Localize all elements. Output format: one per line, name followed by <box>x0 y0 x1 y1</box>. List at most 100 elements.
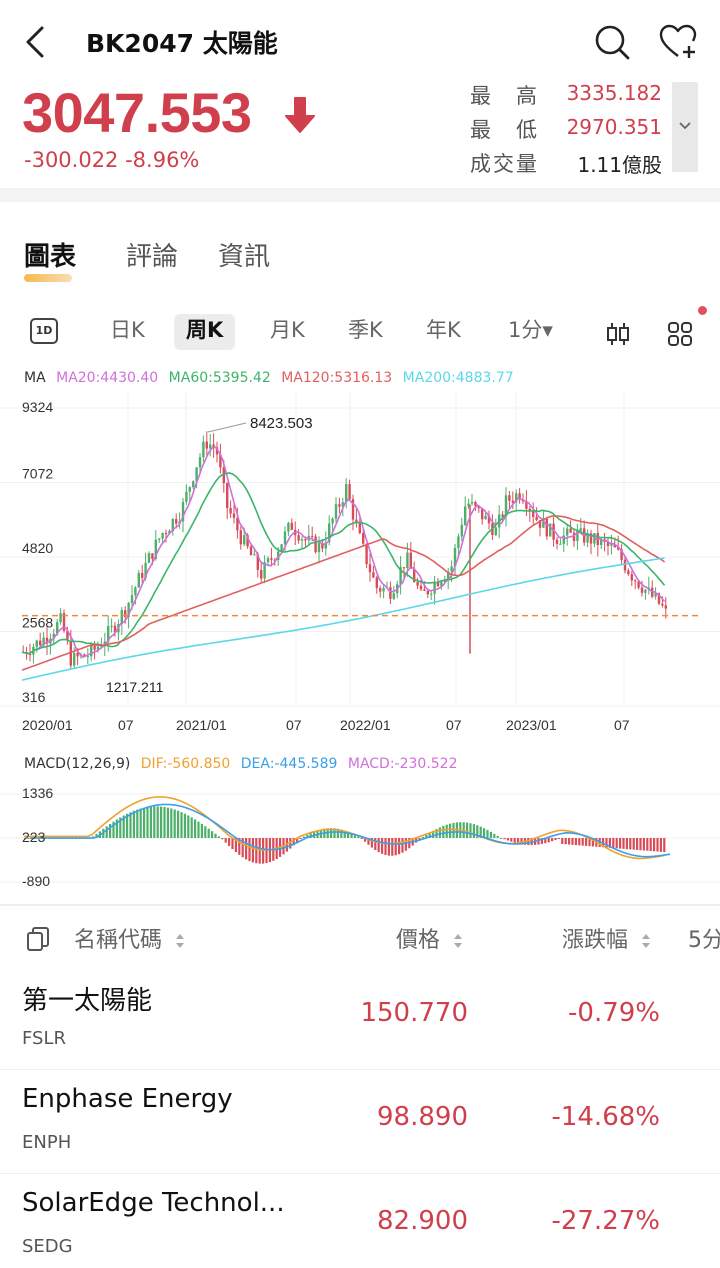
ma120-line <box>21 515 666 671</box>
sort-by-5min[interactable]: 5分 <box>688 928 720 953</box>
period-minute-dropdown[interactable]: 1分▾ <box>508 318 553 342</box>
period-year[interactable]: 年K <box>426 318 461 342</box>
grid-menu-icon[interactable] <box>666 320 694 348</box>
candle-body <box>379 588 382 592</box>
macd-bar <box>608 838 611 848</box>
stock-name: Enphase Energy <box>22 1084 233 1114</box>
candle-body <box>59 613 62 623</box>
candle-body <box>137 572 140 588</box>
candle-body <box>236 517 239 531</box>
intraday-1d-icon[interactable]: 1D <box>30 318 58 344</box>
macd-bar <box>292 838 295 846</box>
candle-body <box>453 547 457 567</box>
macd-bar <box>479 826 482 838</box>
macd-bar <box>404 838 407 851</box>
quote-stats: 最 高 3335.182 最 低 2970.351 成交量 1.11億股 <box>470 78 670 180</box>
list-item[interactable]: 第一太陽能 FSLR 150.770 -0.79% <box>0 966 720 1070</box>
period-month[interactable]: 月K <box>270 318 305 342</box>
sort-by-change[interactable]: 漲跌幅 <box>562 922 651 954</box>
candle-body <box>416 581 419 586</box>
macd-bar <box>649 838 652 852</box>
section-divider <box>0 904 720 906</box>
candle-body <box>66 630 69 641</box>
candle-body <box>297 535 300 541</box>
macd-bar <box>228 838 231 846</box>
macd-bar <box>540 838 543 845</box>
expand-stats-button[interactable] <box>672 82 698 172</box>
candle-body <box>589 533 593 544</box>
candle-body <box>266 558 270 563</box>
candle-body <box>484 515 487 520</box>
macd-bar <box>612 838 615 849</box>
macd-bar <box>469 823 472 838</box>
period-day[interactable]: 日K <box>110 318 145 342</box>
candle-body <box>28 653 32 655</box>
macd-bar <box>146 807 149 838</box>
candle-body <box>232 513 236 518</box>
candle-body <box>127 602 130 617</box>
list-item[interactable]: SolarEdge Technol... SEDG 82.900 -27.27% <box>0 1174 720 1268</box>
macd-bar <box>452 822 455 838</box>
notification-dot <box>698 306 707 315</box>
macd-bar <box>194 819 197 838</box>
sort-by-price[interactable]: 價格 <box>396 922 463 954</box>
page-title: BK2047 太陽能 <box>86 29 278 58</box>
candlestick-chart[interactable]: 9324 7072 4820 2568 316 2020/01 07 2021/01 07 202… <box>0 392 720 742</box>
stat-low: 最 低 2970.351 <box>470 112 670 146</box>
macd-bar <box>336 828 339 838</box>
add-favorite-heart-icon[interactable] <box>658 22 698 62</box>
stock-name: 第一太陽能 <box>22 986 153 1016</box>
macd-bar <box>605 838 608 848</box>
candle-body <box>552 523 555 540</box>
candle-body <box>651 587 654 597</box>
macd-bar <box>299 838 302 839</box>
back-arrow-icon[interactable] <box>18 22 54 62</box>
candle-body <box>171 519 174 532</box>
sort-by-name[interactable]: 名稱代碼 <box>74 922 185 954</box>
candle-body <box>209 444 212 449</box>
y-tick-label: 316 <box>22 689 46 705</box>
stat-label: 最 高 <box>470 84 539 108</box>
candle-body <box>314 536 317 553</box>
tab-comments[interactable]: 評論 <box>126 242 179 272</box>
candle-body <box>222 467 225 484</box>
macd-legend: MACD(12,26,9) DIF:-560.850 DEA:-445.589 … <box>24 756 464 772</box>
macd-bar <box>115 819 118 838</box>
macd-bar <box>646 838 649 851</box>
macd-bar <box>248 838 251 862</box>
candle-body <box>280 544 283 552</box>
candle-body <box>212 444 215 448</box>
candle-body <box>606 541 610 546</box>
ma20-value: MA20:4430.40 <box>56 370 159 386</box>
macd-bar <box>214 833 217 838</box>
tab-chart[interactable]: 圖表 <box>24 242 77 272</box>
search-icon[interactable] <box>592 22 632 62</box>
candle-body <box>504 495 508 517</box>
high-annotation: 8423.503 <box>250 415 313 432</box>
macd-bar <box>551 838 554 842</box>
candlestick-style-icon[interactable] <box>604 320 632 348</box>
copy-icon[interactable] <box>26 926 50 952</box>
candle-body <box>413 568 416 582</box>
candle-body <box>83 654 86 657</box>
candle-body <box>572 532 576 541</box>
list-item[interactable]: Enphase Energy ENPH 98.890 -14.68% <box>0 1070 720 1174</box>
macd-bar <box>642 838 645 851</box>
macd-chart[interactable]: 1336 223 -890 <box>0 778 720 898</box>
candle-body <box>195 467 198 482</box>
stock-change: -0.79% <box>568 998 660 1028</box>
candle-body <box>253 554 256 556</box>
macd-bar <box>483 828 486 838</box>
macd-bar <box>183 813 186 838</box>
stock-code: ENPH <box>22 1132 72 1153</box>
macd-bar <box>211 831 214 838</box>
tab-news[interactable]: 資訊 <box>218 242 271 272</box>
macd-bar <box>659 838 662 852</box>
period-quarter[interactable]: 季K <box>348 318 383 342</box>
macd-bar <box>166 807 169 838</box>
ma60-line <box>21 472 666 655</box>
period-week[interactable]: 周K <box>174 314 236 350</box>
macd-bar <box>153 806 156 838</box>
section-divider <box>0 188 720 202</box>
candle-body <box>562 535 565 544</box>
